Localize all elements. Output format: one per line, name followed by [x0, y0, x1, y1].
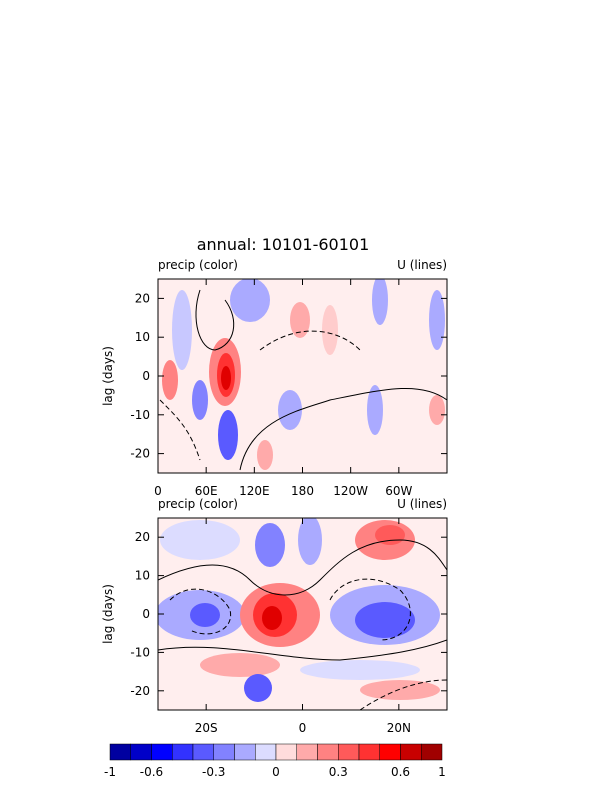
x-tick-label: 0 — [154, 484, 162, 498]
colorbar-box — [213, 743, 235, 761]
colorbar-box — [172, 743, 194, 761]
x-tick-label: 20N — [387, 721, 411, 735]
colorbar-tick-label: 0.3 — [329, 765, 348, 779]
y-tick-label: 10 — [135, 569, 150, 583]
colorbar-box — [275, 743, 297, 761]
y-axis-label: lag (days) — [101, 584, 115, 644]
colorbar-tick-label: 1 — [438, 765, 446, 779]
y-tick-label: -10 — [130, 408, 150, 422]
x-tick-label: 120W — [333, 484, 368, 498]
colorbar-box — [338, 743, 360, 761]
colorbar-tick-label: 0 — [272, 765, 280, 779]
x-tick-label: 0 — [299, 721, 307, 735]
y-tick-label: -20 — [130, 684, 150, 698]
colorbar-tick-label: 0.6 — [391, 765, 410, 779]
y-tick-label: -20 — [130, 447, 150, 461]
y-tick-label: -10 — [130, 645, 150, 659]
colorbar-box — [379, 743, 401, 761]
colorbar-box — [317, 743, 339, 761]
colorbar-box — [421, 743, 443, 761]
figure-title: annual: 10101-60101 — [197, 235, 370, 254]
x-tick-label: 20S — [195, 721, 218, 735]
panel-left-label: precip (color) — [158, 258, 238, 272]
y-axis-label: lag (days) — [101, 346, 115, 406]
colorbar-box — [130, 743, 152, 761]
field — [158, 518, 447, 710]
colorbar-box — [255, 743, 277, 761]
colorbar-box — [192, 743, 214, 761]
x-tick-label: 60W — [385, 484, 412, 498]
panel-right-label: U (lines) — [397, 258, 447, 272]
y-tick-label: 10 — [135, 330, 150, 344]
x-tick-label: 60E — [195, 484, 218, 498]
y-tick-label: 0 — [142, 607, 150, 621]
colorbar-box — [296, 743, 318, 761]
colorbar-box — [109, 743, 131, 761]
colorbar-tick-label: -1 — [104, 765, 116, 779]
colorbar-tick-label: -0.3 — [202, 765, 225, 779]
colorbar-box — [358, 743, 380, 761]
colorbar-tick-label: -0.6 — [140, 765, 163, 779]
panel-left-label: precip (color) — [158, 497, 238, 511]
colorbar-box — [151, 743, 173, 761]
y-tick-label: 20 — [135, 530, 150, 544]
colorbar-box — [400, 743, 422, 761]
x-tick-label: 180 — [291, 484, 314, 498]
y-tick-label: 0 — [142, 369, 150, 383]
field — [158, 279, 447, 473]
colorbar-box — [234, 743, 256, 761]
y-tick-label: 20 — [135, 291, 150, 305]
panel-right-label: U (lines) — [397, 497, 447, 511]
x-tick-label: 120E — [239, 484, 270, 498]
